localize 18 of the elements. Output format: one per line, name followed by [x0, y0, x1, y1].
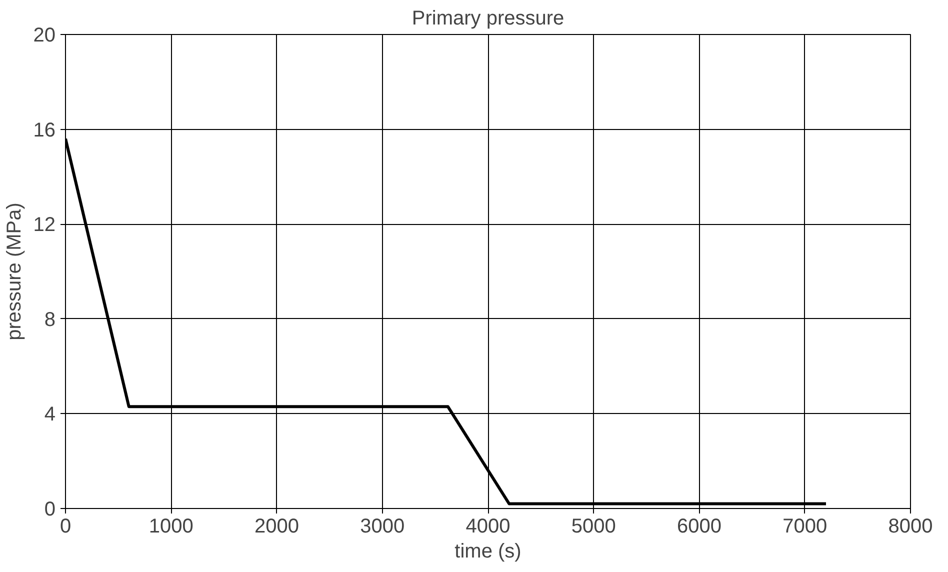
x-tick-label: 2000: [254, 516, 300, 538]
y-tick-label: 0: [44, 498, 56, 520]
x-axis-title: time (s): [454, 540, 522, 562]
x-tick-label: 5000: [571, 516, 616, 538]
x-tick-label: 3000: [360, 516, 405, 538]
x-tick-label: 4000: [466, 516, 510, 538]
x-tick-label: 7000: [782, 516, 828, 538]
y-tick-label: 20: [33, 24, 56, 46]
y-tick-label: 8: [44, 308, 56, 331]
x-tick-label: 0: [60, 516, 72, 538]
y-tick-label: 16: [33, 119, 56, 142]
x-tick-label: 6000: [677, 516, 722, 538]
y-tick-label: 12: [33, 214, 56, 236]
x-tick-label: 8000: [888, 516, 933, 538]
x-tick-label: 1000: [148, 516, 194, 538]
y-axis-title: pressure (MPa): [3, 202, 26, 340]
y-tick-label: 4: [44, 404, 56, 426]
chart-title: Primary pressure: [412, 8, 564, 30]
